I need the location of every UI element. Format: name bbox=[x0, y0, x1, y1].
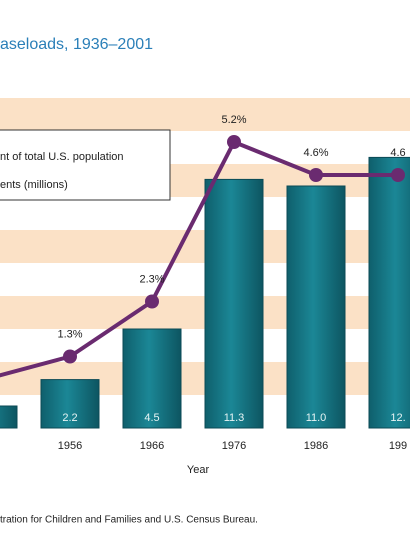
bar-value-label: 2.2 bbox=[62, 412, 77, 424]
line-value-label: 2.3% bbox=[139, 273, 164, 285]
bar-value-label: 11.0 bbox=[306, 412, 327, 424]
line-point bbox=[227, 135, 241, 149]
bar-value-label: 4.5 bbox=[144, 412, 159, 424]
x-tick-label: 1966 bbox=[140, 440, 164, 452]
x-tick-label: 199 bbox=[389, 440, 407, 452]
line-value-label: 4.6 bbox=[390, 147, 405, 159]
source-note: tration for Children and Families and U.… bbox=[0, 515, 258, 526]
chart-title: aseloads, 1936–2001 bbox=[0, 36, 153, 53]
x-axis-label: Year bbox=[187, 464, 210, 476]
bar-value-label: 11.3 bbox=[224, 412, 245, 424]
bar bbox=[204, 178, 264, 429]
line-value-label: 5.2% bbox=[221, 114, 246, 126]
line-point bbox=[63, 349, 77, 364]
legend-label: nt of total U.S. population bbox=[0, 151, 124, 163]
band bbox=[0, 98, 410, 131]
bar-value-label: 12. bbox=[390, 412, 405, 424]
line bbox=[0, 139, 398, 378]
legend-label: ents (millions) bbox=[0, 179, 68, 191]
bar bbox=[368, 156, 410, 429]
line-point bbox=[309, 168, 323, 182]
bar bbox=[0, 405, 18, 429]
line-point bbox=[145, 294, 159, 309]
x-tick-label: 1986 bbox=[304, 440, 328, 452]
legend-box bbox=[0, 129, 171, 201]
bar bbox=[286, 185, 346, 429]
line-point bbox=[391, 168, 405, 182]
bar bbox=[122, 328, 182, 429]
line-value-label: 1.3% bbox=[57, 328, 82, 340]
line-value-label: 4.6% bbox=[303, 147, 328, 159]
bar bbox=[40, 379, 100, 429]
x-tick-label: 1976 bbox=[222, 440, 246, 452]
x-tick-label: 1956 bbox=[58, 440, 82, 452]
